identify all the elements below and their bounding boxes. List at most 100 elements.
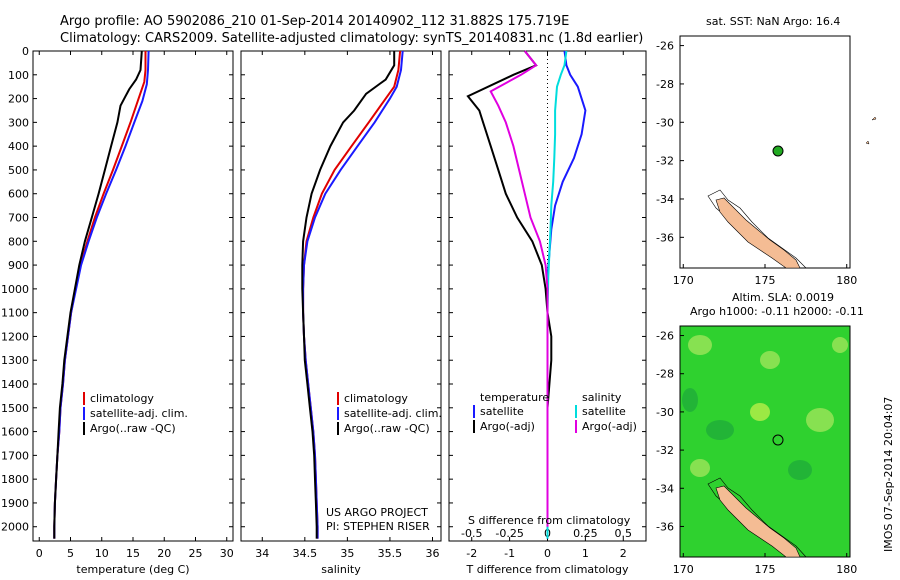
- salinity-panel-frame: [240, 50, 442, 542]
- legend-temperature-header: temperature: [480, 391, 549, 404]
- s-diff-tick-label: 0.25: [573, 527, 598, 540]
- y-tick-label: 1000: [1, 283, 29, 296]
- legend-clim-label: climatology: [344, 392, 408, 405]
- pi-credit: PI: STEPHEN RISER: [326, 520, 430, 533]
- y-tick-label: 1900: [1, 497, 29, 510]
- imos-timestamp: IMOS 07-Sep-2014 20:04:07: [882, 397, 895, 552]
- sst-map: [679, 35, 877, 269]
- sla-blob: [760, 351, 780, 369]
- x-tick-label: 0: [544, 547, 551, 560]
- lat-tick-label: -34: [656, 482, 674, 495]
- project-credit: US ARGO PROJECT: [326, 506, 428, 519]
- legend-salinity-header: salinity: [582, 391, 622, 404]
- lon-tick-label: 180: [836, 563, 857, 576]
- sla-argo-location-marker: [772, 434, 784, 446]
- difference-s-title: S difference from climatology: [468, 514, 631, 527]
- y-tick-label: 1300: [1, 354, 29, 367]
- sst-map-axes: -26 -28 -30 -32 -34 -36 170 175 180: [656, 40, 857, 287]
- sla-map-land: [715, 485, 801, 558]
- x-tick-label: 10: [95, 547, 109, 560]
- difference-profile-plot: -2 -1 0 1 2-0.5 -0.25 0 0.25 0.5T difference fro…: [449, 50, 646, 576]
- series-line: [466, 50, 553, 527]
- x-tick-label: 35: [340, 547, 354, 560]
- x-tick-label: 36: [425, 547, 439, 560]
- series-line: [301, 51, 396, 539]
- x-tick-label: 20: [157, 547, 171, 560]
- y-tick-label: 1200: [1, 330, 29, 343]
- x-tick-label: 25: [189, 547, 203, 560]
- salinity-profile-plot: 34 34.5 35 35.5 36 salinity: [241, 50, 441, 576]
- series-line: [302, 50, 404, 539]
- y-tick-label: 1600: [1, 426, 29, 439]
- x-tick-label: 0: [36, 547, 43, 560]
- sla-blob: [688, 335, 712, 355]
- y-tick-label: 400: [8, 140, 29, 153]
- y-tick-label: 200: [8, 93, 29, 106]
- sla-map-pattern: [682, 335, 848, 480]
- series-line: [53, 50, 150, 539]
- series-line: [546, 50, 568, 539]
- x-tick-label: 1: [582, 547, 589, 560]
- lat-tick-label: -28: [656, 368, 674, 381]
- sla-blob: [832, 337, 848, 353]
- sla-blob: [682, 388, 698, 412]
- legend-argo-label: Argo(..raw -QC): [90, 422, 176, 435]
- y-tick-label: 1700: [1, 449, 29, 462]
- y-tick-label: 800: [8, 235, 29, 248]
- y-tick-label: 600: [8, 188, 29, 201]
- sla-blob: [806, 408, 834, 432]
- y-tick-label: 0: [22, 45, 29, 58]
- difference-legend: temperature salinity satellite Argo(-adj…: [473, 391, 637, 433]
- lat-tick-label: -28: [656, 78, 674, 91]
- sst-map-islands: [865, 116, 877, 145]
- x-tick-label: -2: [466, 547, 477, 560]
- lon-tick-label: 170: [673, 563, 694, 576]
- lat-tick-label: -30: [656, 116, 674, 129]
- y-tick-label: 2000: [1, 521, 29, 534]
- lon-tick-label: 180: [836, 274, 857, 287]
- sla-map-axes: -26 -28 -30 -32 -34 -36 170 175 180: [656, 330, 857, 576]
- sla-map: [679, 325, 851, 558]
- y-tick-label: 1100: [1, 307, 29, 320]
- y-tick-label: 500: [8, 164, 29, 177]
- x-tick-label: 30: [220, 547, 234, 560]
- x-tick-label: 2: [620, 547, 627, 560]
- sst-map-frame: [679, 35, 851, 269]
- legend-argo-label: Argo(..raw -QC): [344, 422, 430, 435]
- y-tick-label: 700: [8, 212, 29, 225]
- legend-t-argo-label: Argo(-adj): [480, 420, 535, 433]
- sla-blob: [706, 420, 734, 440]
- y-tick-label: 300: [8, 116, 29, 129]
- legend-s-sat-label: satellite: [582, 405, 626, 418]
- sla-blob: [788, 460, 812, 480]
- lon-tick-label: 175: [755, 563, 776, 576]
- legend-sat-label: satellite-adj. clim.: [344, 407, 442, 420]
- series-line: [546, 50, 587, 539]
- sla-blob: [750, 403, 770, 421]
- lat-tick-label: -32: [656, 155, 674, 168]
- lat-tick-label: -32: [656, 444, 674, 457]
- series-line: [302, 50, 402, 539]
- x-tick-label: 15: [126, 547, 140, 560]
- y-tick-label: 900: [8, 259, 29, 272]
- lat-tick-label: -34: [656, 193, 674, 206]
- sla-map-title-line1: Altim. SLA: 0.0019: [732, 291, 834, 304]
- lon-tick-label: 175: [755, 274, 776, 287]
- x-axis-label: salinity: [321, 563, 361, 576]
- lat-tick-label: -30: [656, 406, 674, 419]
- lat-tick-label: -36: [656, 520, 674, 533]
- temperature-profile-plot: 0100200300400500600700800900100011001200…: [1, 45, 234, 576]
- x-tick-label: 35.5: [378, 547, 403, 560]
- x-tick-label: 34: [255, 547, 269, 560]
- salinity-legend: climatology satellite-adj. clim. Argo(..…: [337, 392, 442, 435]
- y-tick-label: 1500: [1, 402, 29, 415]
- s-diff-tick-label: -0.5: [461, 527, 482, 540]
- series-line: [53, 51, 147, 539]
- series-line: [489, 50, 549, 527]
- x-axis-label: temperature (deg C): [76, 563, 189, 576]
- legend-s-argo-label: Argo(-adj): [582, 420, 637, 433]
- y-tick-label: 1800: [1, 473, 29, 486]
- series-line: [53, 50, 143, 539]
- temperature-legend: climatology satellite-adj. clim. Argo(..…: [83, 392, 188, 435]
